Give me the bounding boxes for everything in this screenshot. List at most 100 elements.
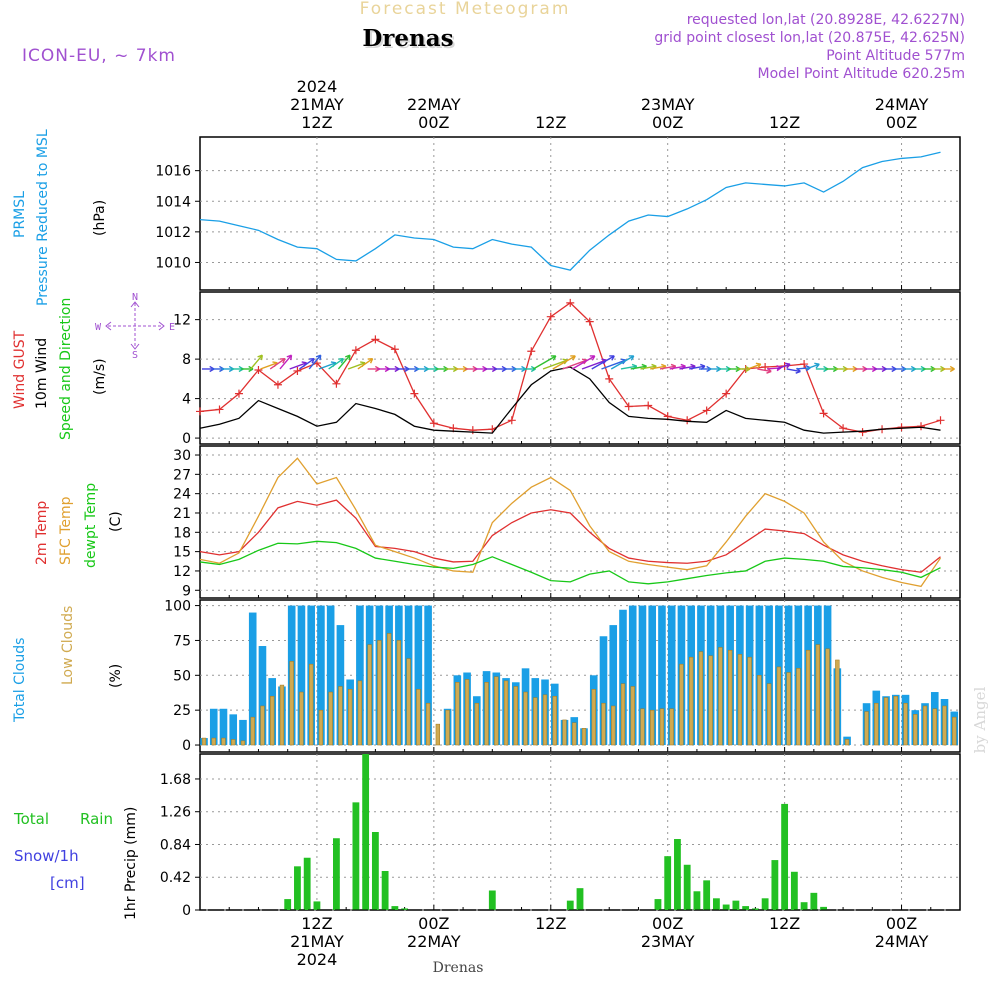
wind-arrowhead bbox=[248, 365, 254, 373]
y-tick-label: 50 bbox=[173, 668, 191, 684]
gust-point-marker bbox=[566, 298, 575, 307]
wind-arrowhead bbox=[257, 354, 263, 361]
rain-bar bbox=[576, 888, 584, 910]
rain-bar bbox=[362, 754, 370, 910]
wind-arrowhead bbox=[589, 355, 596, 361]
wind-direction-arrow bbox=[679, 365, 696, 370]
total-cloud-bar bbox=[356, 605, 364, 746]
low-cloud-bar bbox=[640, 708, 645, 746]
low-cloud-bar bbox=[952, 716, 957, 746]
total-cloud-bar bbox=[209, 708, 218, 746]
rain-bar bbox=[284, 899, 292, 910]
wind-direction-arrow bbox=[757, 368, 772, 373]
wind-direction-arrow bbox=[659, 365, 676, 370]
wind-direction-arrow bbox=[747, 363, 762, 370]
top-hour-label: 12Z bbox=[535, 113, 566, 132]
y-tick-label: 4 bbox=[182, 392, 191, 408]
low-cloud-bar bbox=[601, 702, 606, 746]
low-cloud-bar bbox=[484, 682, 489, 746]
gust-point-marker bbox=[897, 423, 906, 432]
gust-point-marker bbox=[722, 389, 731, 398]
wind-direction-arrow bbox=[650, 365, 667, 370]
rain-label: Rain bbox=[80, 810, 113, 828]
gust-point-marker bbox=[371, 335, 380, 344]
low-cloud-bar bbox=[650, 709, 655, 746]
wind-arrowhead bbox=[309, 357, 315, 364]
series-line-prmsl bbox=[199, 151, 941, 271]
total-cloud-label: Total Clouds bbox=[12, 638, 28, 723]
model-altitude: Model Point Altitude 620.25m bbox=[758, 66, 965, 82]
gust-point-marker bbox=[858, 428, 867, 437]
bottom-date-label: 21MAY bbox=[290, 932, 344, 951]
low-cloud-bar bbox=[835, 659, 840, 746]
rain-bar bbox=[790, 871, 798, 910]
gust-point-marker bbox=[234, 389, 243, 398]
low-cloud-bar bbox=[396, 640, 402, 746]
gust-point-marker bbox=[273, 380, 282, 389]
wind-dir-label: Speed and Direction bbox=[58, 298, 74, 440]
low-cloud-bar bbox=[552, 695, 557, 746]
low-cloud-bar bbox=[357, 680, 363, 746]
gust-point-marker bbox=[215, 405, 224, 414]
top-year-label: 2024 bbox=[297, 77, 338, 96]
wind-direction-arrow bbox=[269, 358, 286, 370]
rain-bar bbox=[732, 900, 740, 910]
wind-direction-arrow bbox=[299, 358, 315, 370]
wind-direction-arrow bbox=[601, 359, 627, 370]
compass-e-label: E bbox=[169, 322, 175, 333]
total-cloud-bar bbox=[414, 605, 423, 746]
wind-direction-arrow bbox=[542, 359, 568, 370]
series-line-10m-wind bbox=[199, 366, 941, 434]
low-cloud-bar bbox=[737, 654, 743, 746]
low-cloud-bar bbox=[942, 705, 947, 746]
low-cloud-bar bbox=[679, 663, 684, 746]
low-cloud-bar bbox=[572, 722, 577, 746]
low-cloud-bar bbox=[689, 656, 694, 746]
wind-direction-arrow bbox=[308, 354, 322, 370]
total-cloud-bar bbox=[248, 612, 257, 746]
clouds-panel: 0 25 50 75 100 bbox=[164, 599, 961, 754]
wind-direction-arrow bbox=[786, 368, 801, 373]
low-cloud-bar bbox=[805, 649, 811, 746]
rain-bar bbox=[674, 839, 681, 910]
wind-direction-arrow bbox=[640, 365, 657, 370]
low-cloud-bar bbox=[523, 691, 528, 746]
compass-w-label: W bbox=[95, 322, 102, 333]
low-cloud-bar bbox=[844, 739, 850, 746]
low-cloud-bar bbox=[728, 649, 733, 746]
top-hour-label: 00Z bbox=[886, 113, 917, 132]
snow-unit: [cm] bbox=[50, 874, 85, 892]
low-cloud-bar bbox=[309, 663, 314, 746]
gust-point-marker bbox=[702, 406, 711, 415]
low-cloud-bar bbox=[328, 691, 333, 746]
rain-bar bbox=[703, 880, 711, 910]
y-tick-label: 1014 bbox=[155, 194, 191, 210]
rain-bar bbox=[488, 890, 496, 910]
low-cloud-bar bbox=[932, 708, 937, 746]
rain-bar bbox=[742, 906, 750, 910]
low-cloud-bar bbox=[747, 656, 752, 746]
total-cloud-bar bbox=[258, 646, 267, 746]
low-cloud-bar bbox=[377, 640, 382, 746]
y-tick-label: 75 bbox=[173, 633, 191, 649]
y-tick-label: 1.26 bbox=[160, 805, 191, 821]
y-tick-label: 8 bbox=[182, 352, 191, 368]
total-cloud-bar bbox=[658, 605, 666, 746]
low-cloud-bar bbox=[659, 708, 665, 746]
gust-point-marker bbox=[429, 419, 438, 428]
bottom-date-label: 24MAY bbox=[875, 932, 929, 951]
location-title: Drenas bbox=[362, 25, 453, 52]
gust-point-marker bbox=[800, 360, 809, 369]
low-cloud-bar bbox=[270, 695, 275, 746]
total-cloud-bar bbox=[336, 625, 345, 746]
rain-bar bbox=[713, 898, 720, 910]
y-tick-label: 0 bbox=[182, 738, 191, 754]
wind-panel: 0 4 8 12 bbox=[173, 291, 961, 447]
low-cloud-bar bbox=[825, 648, 830, 746]
wind-arrowhead bbox=[338, 357, 345, 364]
wind-direction-arrow bbox=[289, 362, 307, 370]
low-cloud-bar bbox=[669, 708, 674, 746]
low-cloud-bar bbox=[240, 740, 246, 746]
low-cloud-bar bbox=[406, 658, 411, 746]
temp-unit: (C) bbox=[108, 511, 124, 532]
